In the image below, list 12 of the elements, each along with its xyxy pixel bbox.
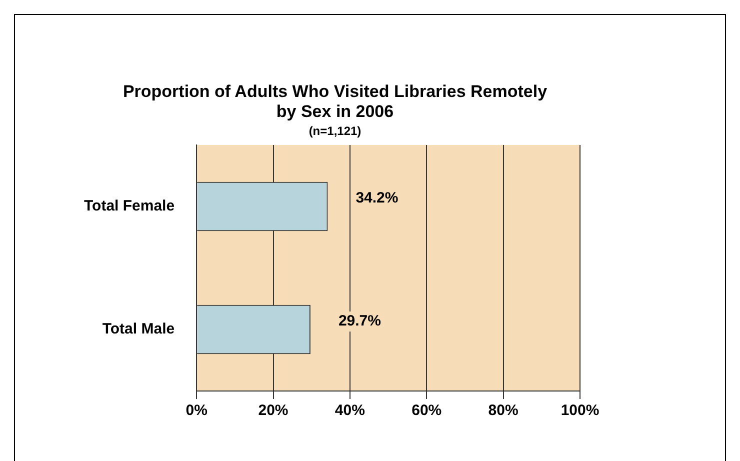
- x-tick-label: 20%: [258, 402, 288, 420]
- x-tick-label: 60%: [412, 402, 442, 420]
- y-tick-label: Total Female: [84, 198, 175, 215]
- x-tick-label: 40%: [334, 402, 365, 420]
- x-tick-label: 100%: [560, 402, 600, 420]
- x-tick-label: 0%: [186, 402, 208, 420]
- y-tick-label: Total Male: [102, 320, 175, 338]
- x-tick-label: 80%: [488, 402, 518, 420]
- data-label: 34.2%: [356, 190, 398, 207]
- chart-subtitle: (n=1,121): [308, 124, 362, 138]
- data-label: 29.7%: [338, 312, 381, 330]
- chart-title: Proportion of Adults Who Visited Libraries Remotely by Sex in 2006: [122, 82, 548, 122]
